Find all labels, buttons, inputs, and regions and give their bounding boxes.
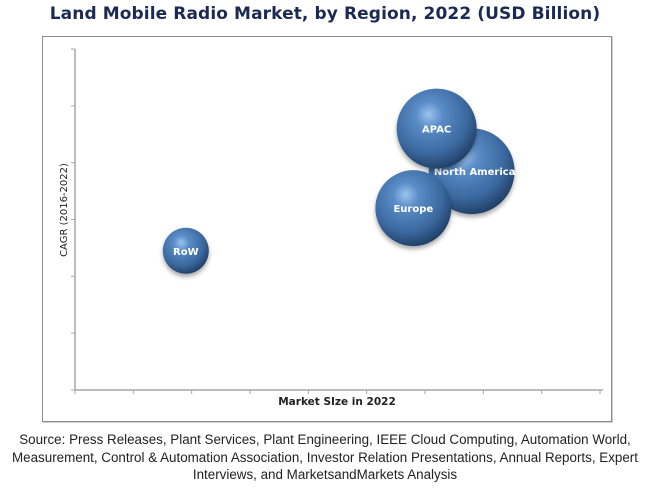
bubble-north-america-label: North America — [434, 167, 516, 178]
bubble-row-circle — [162, 227, 209, 274]
bubble-apac-circle — [396, 88, 477, 169]
chart-title: Land Mobile Radio Market, by Region, 202… — [49, 4, 601, 24]
x-axis-label: Market SIze in 2022 — [278, 396, 396, 408]
bubble-europe-circle — [375, 170, 452, 247]
source-note: Source: Press Releases, Plant Services, … — [12, 432, 638, 482]
bubble-europe-label: Europe — [393, 204, 433, 215]
bubble-row-label: RoW — [173, 247, 199, 258]
bubble-apac: APAC — [396, 88, 477, 169]
y-axis-label: CAGR (2016-2022) — [59, 163, 70, 257]
bubble-apac-label: APAC — [422, 125, 451, 136]
bubble-europe: Europe — [375, 170, 452, 247]
chart-frame — [42, 36, 612, 422]
bubble-row: RoW — [162, 227, 209, 274]
